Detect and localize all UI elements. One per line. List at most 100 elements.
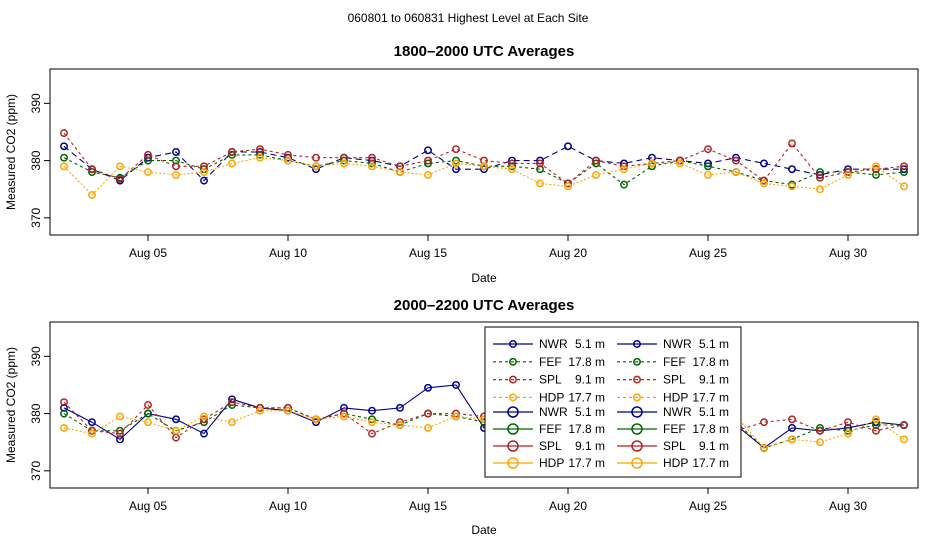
data-point-hdp	[200, 168, 208, 176]
x-tick-label: Aug 20	[549, 246, 587, 260]
x-tick-label: Aug 25	[689, 246, 727, 260]
data-point-hdp	[200, 412, 208, 421]
x-axis-label: Date	[471, 523, 497, 537]
panel-title: 2000–2200 UTC Averages	[394, 297, 575, 314]
data-point-hdp	[340, 159, 348, 168]
data-point-spl	[116, 429, 124, 438]
legend-height: 17.8 m	[692, 355, 729, 369]
legend-swatch-marker-2	[507, 423, 519, 435]
y-tick-label: 390	[29, 93, 43, 113]
legend-label-2: SPL	[539, 439, 562, 453]
data-point-spl	[452, 409, 460, 418]
data-point-hdp	[228, 159, 236, 168]
legend-label: FEF	[539, 355, 562, 369]
legend-swatch-marker	[633, 340, 641, 348]
data-point-spl	[60, 398, 68, 407]
data-point-hdp	[704, 170, 712, 179]
legend-label: NWR	[663, 337, 692, 351]
x-tick-label: Aug 05	[129, 246, 167, 260]
data-point-hdp	[844, 170, 852, 179]
legend-swatch-marker	[509, 340, 517, 348]
data-point-hdp	[172, 426, 180, 435]
legend-label: HDP	[539, 390, 564, 404]
x-tick-label: Aug 30	[829, 499, 867, 513]
data-point-hdp	[144, 418, 152, 427]
data-point-hdp	[60, 162, 68, 171]
data-point-fef	[620, 180, 628, 189]
data-point-hdp	[116, 412, 124, 421]
legend-height: 9.1 m	[699, 373, 729, 387]
data-point-fef	[424, 159, 432, 168]
x-tick-label: Aug 05	[129, 499, 167, 513]
legend-height: 17.8 m	[568, 355, 605, 369]
data-point-nwr	[60, 142, 68, 151]
data-point-fef	[508, 162, 516, 171]
data-point-spl	[564, 179, 572, 188]
legend-label: SPL	[539, 373, 562, 387]
series-line-hdp	[63, 410, 905, 449]
data-point-spl	[900, 421, 908, 429]
data-point-hdp	[564, 182, 572, 191]
data-point-nwr	[760, 159, 768, 168]
data-point-spl	[732, 156, 740, 165]
legend-height-2: 17.7 m	[568, 456, 605, 470]
legend-swatch-marker-2	[631, 406, 643, 418]
data-point-spl	[788, 415, 796, 424]
data-point-spl	[816, 426, 824, 435]
legend-label: NWR	[539, 337, 568, 351]
data-point-hdp	[424, 170, 432, 179]
data-point-spl	[760, 176, 768, 185]
x-tick-label: Aug 10	[269, 499, 307, 513]
data-point-nwr	[312, 418, 320, 427]
legend-height-2: 17.8 m	[568, 422, 605, 436]
data-point-spl	[396, 418, 404, 427]
legend-height-2: 17.7 m	[692, 456, 729, 470]
data-point-hdp	[368, 418, 376, 427]
legend-height: 17.7 m	[568, 390, 605, 404]
data-point-hdp	[872, 162, 880, 171]
data-point-spl	[900, 162, 908, 171]
data-point-hdp	[256, 153, 264, 162]
legend-box	[484, 326, 742, 478]
data-point-spl	[452, 145, 460, 154]
data-point-hdp	[284, 406, 292, 415]
data-point-hdp	[760, 443, 768, 452]
legend-height-2: 17.8 m	[692, 422, 729, 436]
data-point-spl	[60, 129, 68, 138]
legend-label-2: SPL	[663, 439, 686, 453]
plot-frame	[49, 321, 919, 489]
data-point-spl	[424, 409, 432, 418]
legend-label-2: NWR	[663, 405, 692, 419]
data-point-spl	[844, 168, 852, 176]
data-point-hdp	[144, 168, 152, 176]
data-point-spl	[116, 174, 124, 183]
data-point-hdp	[172, 170, 180, 179]
y-tick-label: 390	[29, 346, 43, 366]
legend-height-2: 9.1 m	[699, 439, 729, 453]
data-point-spl	[676, 156, 684, 165]
panel-title: 1800–2000 UTC Averages	[394, 43, 575, 60]
legend-height-2: 5.1 m	[575, 405, 605, 419]
legend-swatch-marker	[633, 375, 641, 384]
data-point-hdp	[676, 159, 684, 168]
data-point-nwr	[424, 383, 432, 392]
data-point-hdp	[648, 159, 656, 168]
data-point-hdp	[88, 190, 96, 199]
legend-height: 5.1 m	[575, 337, 605, 351]
data-point-spl	[228, 148, 236, 156]
data-point-nwr	[424, 146, 432, 155]
data-point-hdp	[592, 170, 600, 179]
legend-swatch-marker-2	[631, 440, 643, 452]
data-point-spl	[228, 398, 236, 407]
data-point-fef	[228, 150, 236, 159]
data-point-hdp	[60, 423, 68, 432]
data-point-hdp	[312, 415, 320, 424]
data-point-nwr	[788, 165, 796, 174]
panel-2000-2200: 2000–2200 UTC Averages Aug 05 Aug 10 Aug 15…	[4, 297, 919, 537]
data-point-fef	[368, 415, 376, 424]
legend-swatch-marker	[633, 393, 641, 402]
legend-label: FEF	[663, 355, 686, 369]
data-point-nwr	[452, 381, 460, 389]
data-point-fef	[704, 162, 712, 171]
data-point-spl	[312, 153, 320, 162]
